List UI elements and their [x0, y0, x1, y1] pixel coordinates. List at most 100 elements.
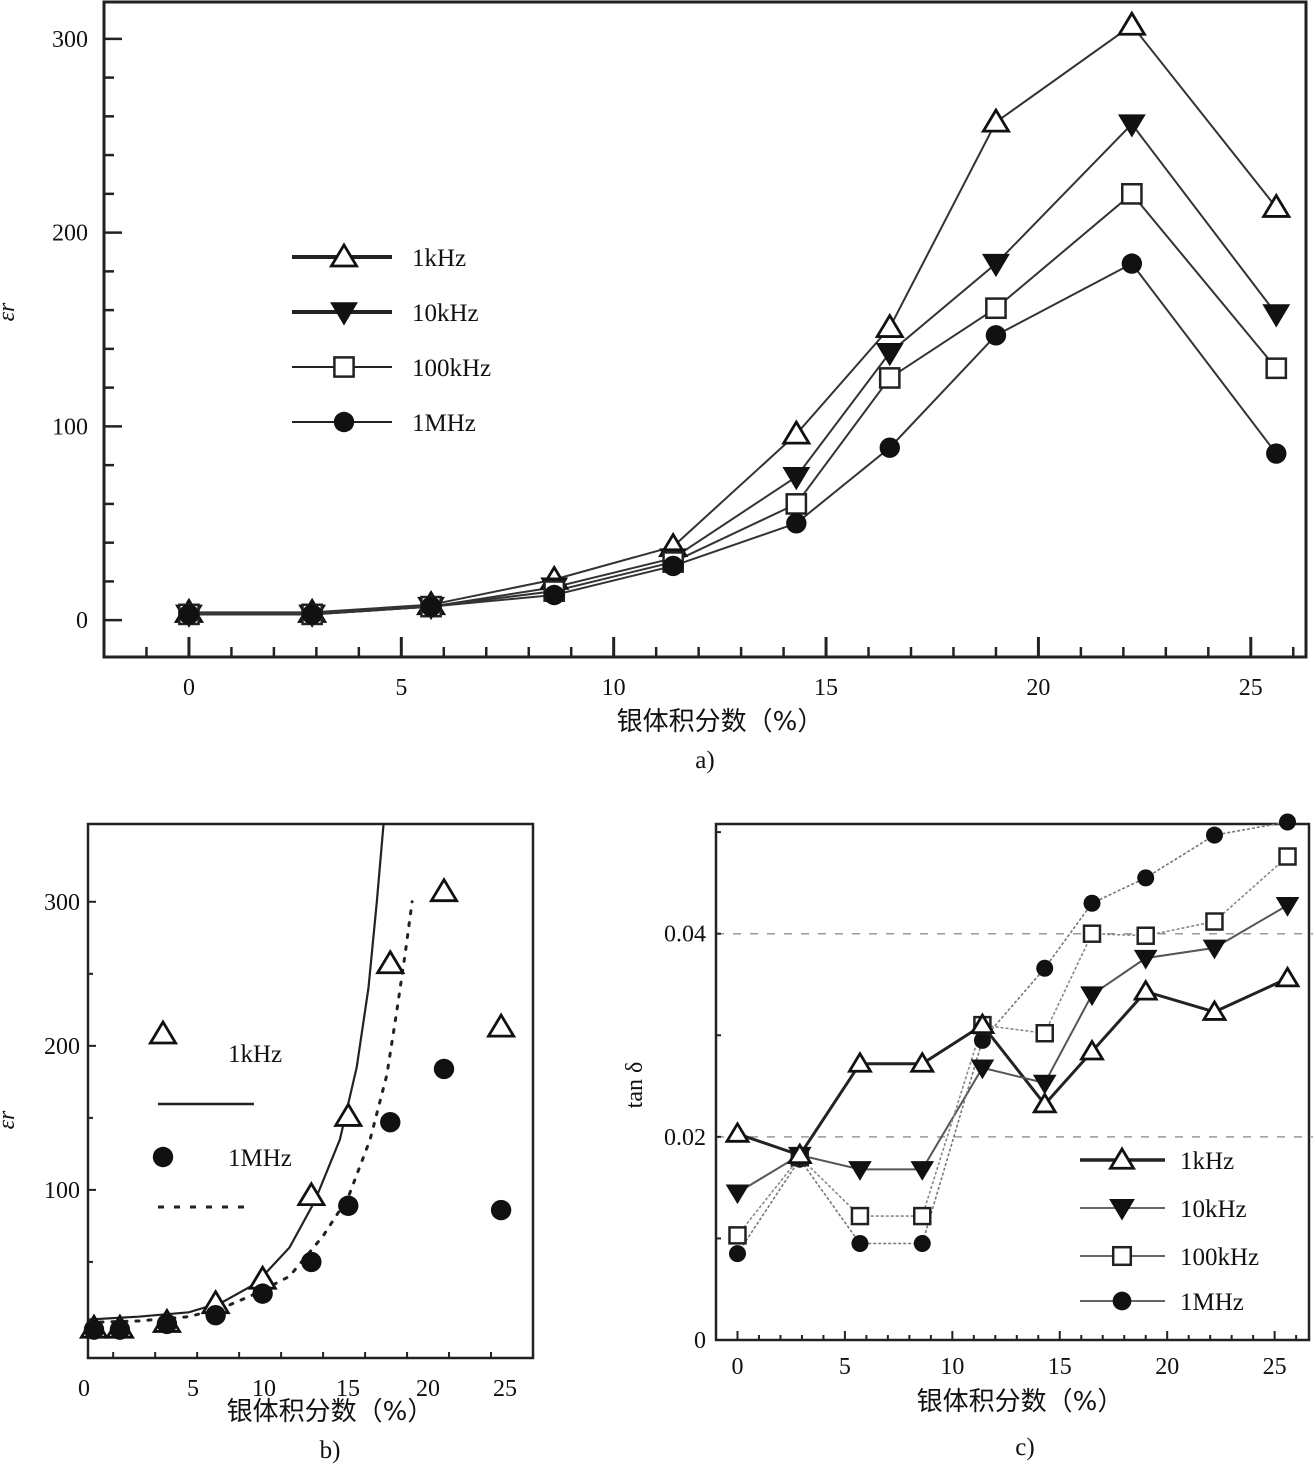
data-point [785, 493, 808, 515]
series-line [188, 23, 1278, 614]
data-point [878, 367, 901, 389]
legend-label: 100kHz [412, 355, 491, 382]
y-tick-label: 300 [52, 27, 88, 53]
markers-1MHz [178, 253, 1287, 625]
series-a [173, 10, 1292, 628]
data-point [433, 1058, 455, 1080]
legend-marker [147, 1019, 179, 1045]
data-point [156, 1313, 178, 1335]
data-point [1274, 965, 1301, 988]
data-point [1201, 999, 1228, 1021]
data-point [1261, 192, 1292, 218]
x-tick-label: 15 [336, 1376, 360, 1402]
legend-label: 1MHz [1180, 1289, 1244, 1316]
x-tick-label: 0 [183, 675, 195, 701]
x-axis-title-b: 银体积分数（%） [227, 1397, 434, 1427]
x-tick-label: 20 [1155, 1354, 1179, 1380]
markers-10kHz [725, 897, 1300, 1205]
series-1MHz [188, 262, 1278, 616]
legend-b: 1kHz 1MHz [147, 1019, 292, 1209]
data-point [851, 1235, 869, 1253]
y-tick-label: 200 [52, 221, 88, 247]
data-point [1035, 1023, 1054, 1043]
data-point [982, 253, 1010, 278]
series-c [724, 813, 1301, 1263]
data-point [1136, 926, 1155, 945]
data-point [1032, 1074, 1057, 1095]
x-tick-label: 5 [395, 675, 407, 701]
y-tick-label: 200 [44, 1034, 80, 1060]
legend-label: 1kHz [228, 1041, 282, 1068]
data-point [728, 1226, 747, 1245]
data-point [1031, 1091, 1058, 1114]
data-point [301, 604, 323, 625]
x-tick-label: 15 [814, 675, 838, 701]
data-point [178, 604, 200, 625]
data-point [1137, 869, 1155, 887]
legend-label: 1MHz [228, 1145, 292, 1172]
series-line-1MHz [736, 821, 1288, 1255]
legend-marker [1112, 1291, 1132, 1311]
x-tick-label: 0 [78, 1376, 90, 1402]
data-point [985, 297, 1007, 320]
legend-label: 1MHz [412, 410, 476, 437]
legend-a: 1kHz 10kHz 100kHz 1MHz [292, 242, 491, 437]
data-point [301, 1251, 322, 1273]
data-point [420, 596, 442, 617]
y-tick-label: 300 [44, 890, 80, 916]
data-point [969, 1012, 996, 1035]
panel-label-a: a) [695, 747, 714, 774]
x-tick-label: 25 [493, 1376, 517, 1402]
data-point [1082, 924, 1102, 943]
series-line-1kHz [736, 977, 1289, 1157]
data-point [1036, 959, 1054, 977]
fit-curve-dotted [86, 900, 414, 1324]
data-point [375, 949, 406, 975]
data-point [985, 325, 1007, 346]
legend-marker [330, 302, 358, 326]
x-tick-label: 25 [1239, 675, 1263, 701]
data-point [1132, 978, 1159, 1001]
chart-b: 0 5 10 15 20 25 100 200 300 1kHz 1MHz 银体积分数（%） εr… [0, 822, 535, 1464]
data-point [83, 1319, 105, 1340]
series-line [188, 262, 1278, 616]
markers-1kHz [78, 876, 517, 1339]
legend-marker [152, 1146, 174, 1168]
x-tick-label: 15 [1048, 1354, 1072, 1380]
y-axis-title-b: εr [0, 1110, 20, 1129]
data-point [486, 1012, 517, 1038]
data-point [205, 1305, 226, 1326]
legend-c: 1kHz 10kHz 100kHz 1MHz [1080, 1146, 1259, 1316]
axis-ticks-b: 0 5 10 15 20 25 100 200 300 [44, 890, 517, 1402]
data-point [1205, 826, 1223, 844]
x-tick-label: 5 [839, 1354, 851, 1380]
x-tick-label: 25 [1263, 1354, 1287, 1380]
y-tick-label: 0.04 [664, 922, 706, 948]
legend-label: 10kHz [1180, 1196, 1247, 1223]
axis-ticks-a: 0 5 10 15 20 25 0 100 200 300 [52, 27, 1295, 701]
data-point [1262, 304, 1291, 328]
data-point [109, 1319, 131, 1340]
data-point [1279, 813, 1297, 831]
legend-marker [1107, 1146, 1137, 1170]
legend-label: 10kHz [412, 300, 479, 327]
data-point [786, 513, 807, 534]
data-point [1278, 847, 1297, 866]
data-point [725, 1184, 750, 1205]
y-tick-label: 100 [52, 414, 88, 440]
y-tick-label: 0 [76, 608, 88, 634]
legend-label: 1kHz [1180, 1148, 1234, 1175]
plot-frame-c [714, 822, 1311, 1342]
y-tick-label: 0.02 [664, 1125, 706, 1151]
markers-1MHz [728, 813, 1297, 1263]
data-point [1083, 894, 1101, 912]
markers-1MHz [83, 1058, 512, 1340]
y-tick-label: 100 [44, 1178, 80, 1204]
data-point [333, 1101, 364, 1127]
data-point [428, 876, 460, 903]
legend-marker [328, 242, 360, 268]
data-point [913, 1206, 932, 1226]
data-point [1116, 10, 1147, 36]
legend-label: 1kHz [412, 245, 466, 272]
data-point [724, 1121, 751, 1143]
